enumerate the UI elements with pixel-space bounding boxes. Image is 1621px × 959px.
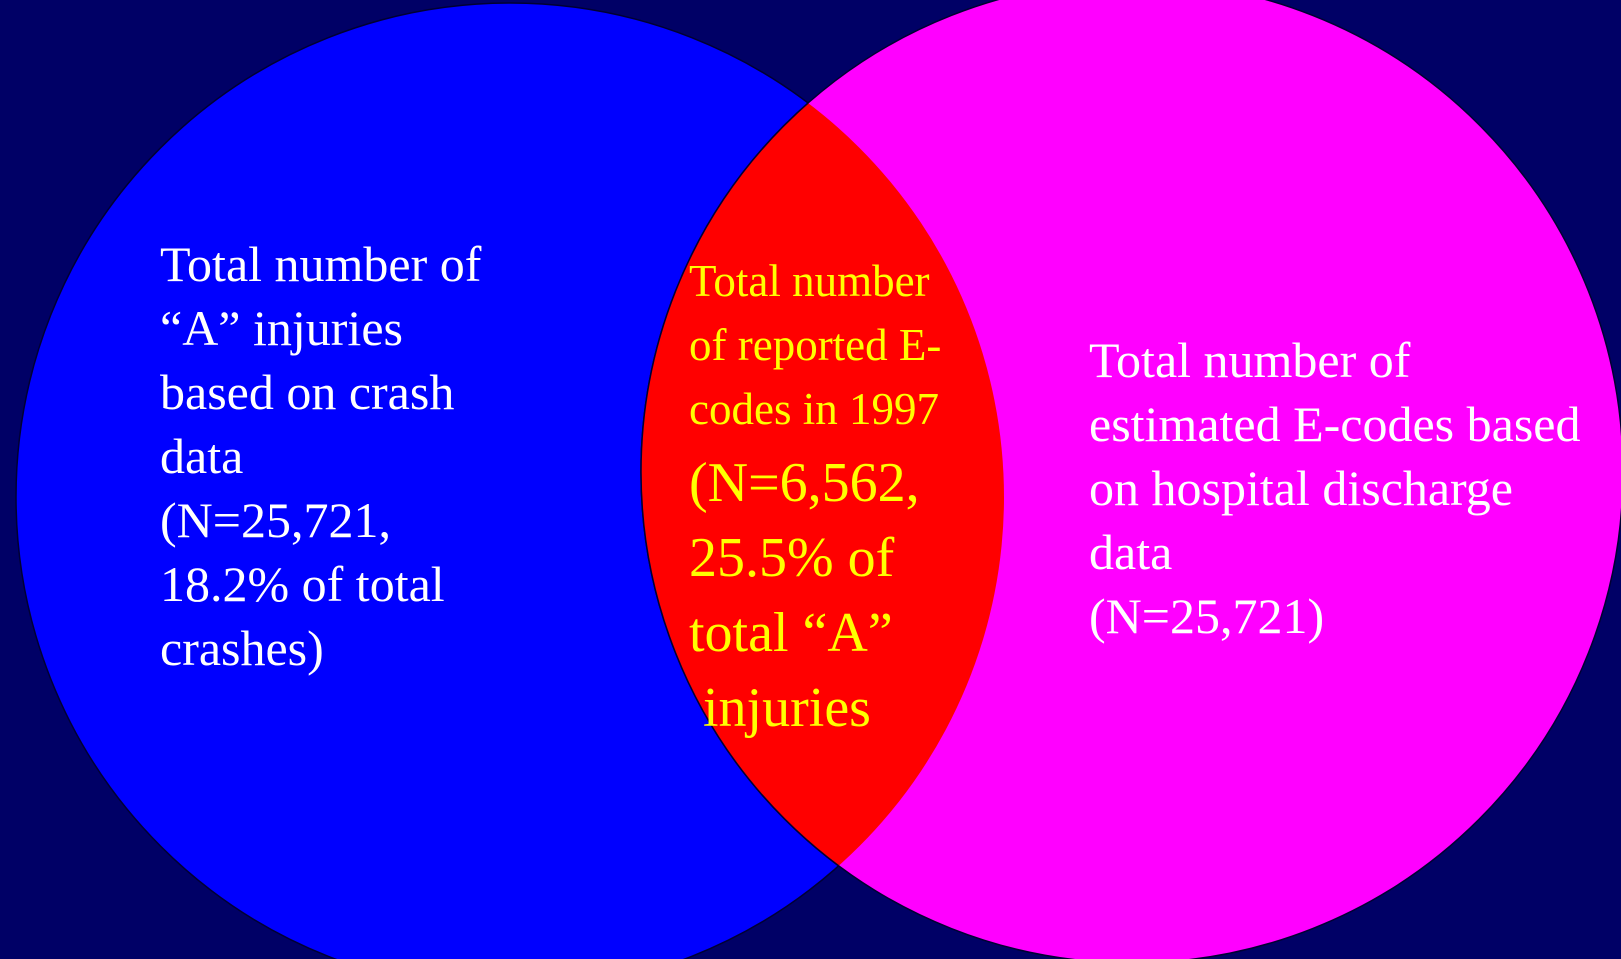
overlap-label-line: codes in 1997 [689,384,939,434]
hospital-label-line: data [1089,524,1172,580]
overlap-region [640,3,1004,959]
crash-label-line: “A” injuries [160,300,403,356]
hospital-label-line: estimated E-codes based [1089,396,1580,452]
hospital-label-line: (N=25,721) [1089,588,1324,644]
crash-label-line: Total number of [160,236,482,292]
crash-label-line: data [160,428,243,484]
labels: Total number of “A” injuries based on cras… [160,236,1580,739]
overlap-label-line: Total number [689,256,930,306]
overlap-emphasis-line: 25.5% of [689,527,895,589]
crash-label-line: 18.2% of total [160,556,445,612]
overlap-emphasis-line: (N=6,562, [689,452,920,514]
overlap-label-line: of reported E- [689,320,941,370]
hospital-label-line: on hospital discharge [1089,460,1513,516]
overlap-emphasis-line: total “A” [689,602,893,664]
crash-label-line: (N=25,721, [160,492,391,548]
overlap-emphasis-line: injuries [689,677,871,739]
crash-label-line: crashes) [160,620,324,676]
crash-label-line: based on crash [160,364,454,420]
hospital-label-line: Total number of [1089,332,1411,388]
